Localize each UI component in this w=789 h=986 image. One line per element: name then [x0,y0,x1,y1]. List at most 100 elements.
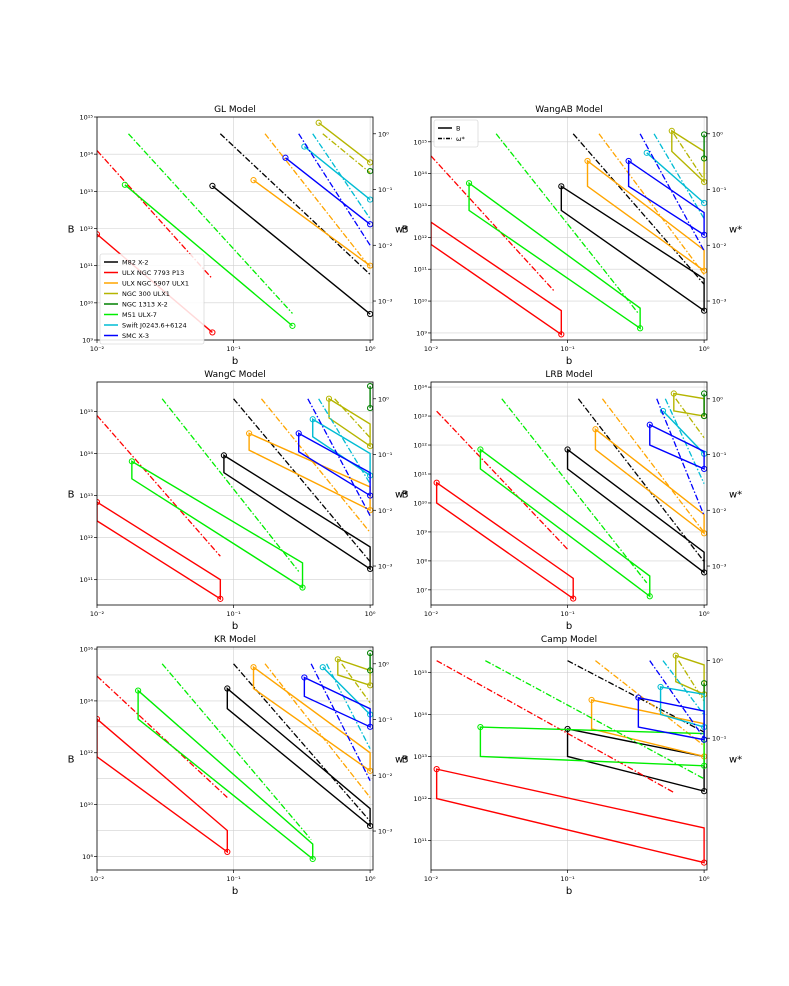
y2-tick-label: 10⁻¹ [378,186,393,194]
b-marker-m51-ulx-7 [309,855,316,863]
b-line-m51-ulx-7 [124,184,293,327]
y-tick-label: 10¹⁰ [414,298,428,306]
b-region-smc-x-3 [627,159,705,237]
y-tick-label: 10⁷ [416,586,427,594]
w-line-ngc-300-ulx1 [675,398,705,439]
y-tick-label: 10¹⁴ [414,384,428,392]
b-region-smc-x-3 [298,432,371,497]
series-ulx-ngc-7793-p13 [97,675,231,855]
y-tick-label: 10¹² [414,234,428,242]
x-tick-label: 10⁻¹ [560,875,575,883]
b-region-ulx-ngc-7793-p13 [97,718,229,854]
x-axis-label: b [566,621,572,632]
y-tick-label: 10¹⁵ [414,138,428,146]
y2-tick-label: 10⁻² [712,507,727,515]
y-tick-label: 10¹² [414,795,428,803]
legend-entry: NGC 300 ULX1 [122,290,170,298]
y-tick-label: 10¹² [414,442,428,450]
panel-0: 10⁻² 10⁻¹ 10⁰ 10⁹ 10¹⁰ 10¹¹ 10¹² 10¹³ 10¹⁴ 10¹⁵ 10… [68,105,409,367]
b-marker-smc-x-3 [635,694,642,701]
y-tick-label: 10⁹ [82,337,93,345]
x-axis-label: b [232,621,238,632]
b-region-ulx-ngc-7793-p13 [97,501,222,601]
y-tick-label: 10¹² [80,225,94,233]
legend-entry: M51 ULX-7 [122,311,157,319]
b-region-ngc-300-ulx1 [673,392,705,417]
w-line-smc-x-3 [298,133,371,246]
series-ngc-1313-x-2 [367,382,373,412]
y-tick-label: 10⁹ [416,329,427,337]
w-line-ulx-ngc-5907-ulx1 [264,663,371,798]
series-m82-x-2 [564,660,707,795]
x-axis-label: b [566,356,572,367]
y2-tick-label: 10⁰ [378,130,389,138]
w-line-ngc-300-ulx1 [334,398,371,439]
panel-4: 10⁻² 10⁻¹ 10⁰ 10⁸ 10¹⁰ 10¹² 10¹⁴ 10¹⁶ 10⁻³ 10⁻² 10… [68,635,409,897]
y-tick-label: 10¹¹ [414,837,428,845]
w-line-ulx-ngc-7793-p13 [431,155,555,292]
b-region-ulx-ngc-7793-p13 [435,768,705,864]
y2-tick-label: 10⁻² [378,507,393,515]
b-marker-swift-j0243-6-6124 [309,416,316,423]
y-axis-label: B [402,225,409,236]
b-region-ulx-ngc-5907-ulx1 [248,432,371,512]
y-tick-label: 10¹⁴ [80,697,94,705]
w-line-smc-x-3 [639,133,705,251]
y-tick-label: 10¹⁰ [414,499,428,507]
y-tick-label: 10¹⁴ [414,170,428,178]
plot-area [97,382,373,602]
b-marker-m82-x-2 [224,685,231,692]
y-tick-label: 10¹¹ [80,576,94,584]
series-ngc-300-ulx1 [670,390,707,439]
legend-entry: M82 X-2 [122,259,149,267]
b-region-smc-x-3 [303,676,371,728]
x-tick-label: 10⁻² [90,875,105,883]
panel-2: 10⁻² 10⁻¹ 10⁰ 10¹¹ 10¹² 10¹³ 10¹⁴ 10¹⁵ 10⁻³ 10⁻² 1… [68,370,409,632]
grid [430,382,707,605]
w-line-ngc-300-ulx1 [322,133,371,174]
b-line-m82-x-2 [211,185,371,315]
y2-tick-label: 10⁻³ [712,298,727,306]
w-line-ulx-ngc-7793-p13 [436,410,569,550]
series-m82-x-2 [209,133,373,318]
b-marker-smc-x-3 [301,674,308,681]
b-region-m51-ulx-7 [479,726,705,767]
x-tick-label: 10⁻¹ [226,610,241,618]
series-m51-ulx-7 [465,133,644,332]
b-region-ngc-300-ulx1 [328,397,371,448]
b-marker-ngc-300-ulx1 [334,656,341,663]
b-region-ulx-ngc-5907-ulx1 [594,427,705,535]
legend-entry: Swift J0243.6+6124 [122,322,187,330]
b-marker-m82-x-2 [558,183,565,190]
y-tick-label: 10¹⁵ [80,408,94,416]
b-marker-ngc-300-ulx1 [315,119,322,126]
b-marker-ulx-ngc-7793-p13 [433,766,440,773]
b-region-m51-ulx-7 [131,460,304,589]
series-m82-x-2 [224,663,373,830]
y2-tick-label: 10⁻³ [378,563,393,571]
series-ngc-300-ulx1 [334,656,373,704]
axes-frame [430,646,708,871]
b-marker-ngc-300-ulx1 [670,390,677,397]
w-line-swift-j0243-6-6124 [326,663,371,749]
x-tick-label: 10⁰ [365,610,376,618]
b-region-ulx-ngc-5907-ulx1 [586,159,705,273]
w-line-smc-x-3 [310,663,371,781]
x-tick-label: 10⁻² [90,610,105,618]
w-line-m51-ulx-7 [161,398,300,572]
plot-area [433,390,707,602]
chart-title: WangAB Model [535,105,602,115]
y2-tick-label: 10⁰ [378,395,389,403]
y-axis-label: B [402,755,409,766]
chart-title: LRB Model [545,370,592,380]
b-marker-ulx-ngc-5907-ulx1 [250,664,257,671]
y-tick-label: 10¹⁴ [80,450,94,458]
y-tick-label: 10⁸ [416,557,427,565]
b-region-ulx-ngc-7793-p13 [431,221,563,336]
x-tick-label: 10⁰ [699,875,710,883]
w-line-smc-x-3 [649,660,705,739]
b-region-smc-x-3 [637,696,705,741]
w-line-smc-x-3 [307,398,371,516]
b-region-m51-ulx-7 [479,448,651,598]
series-m51-ulx-7 [477,398,653,600]
